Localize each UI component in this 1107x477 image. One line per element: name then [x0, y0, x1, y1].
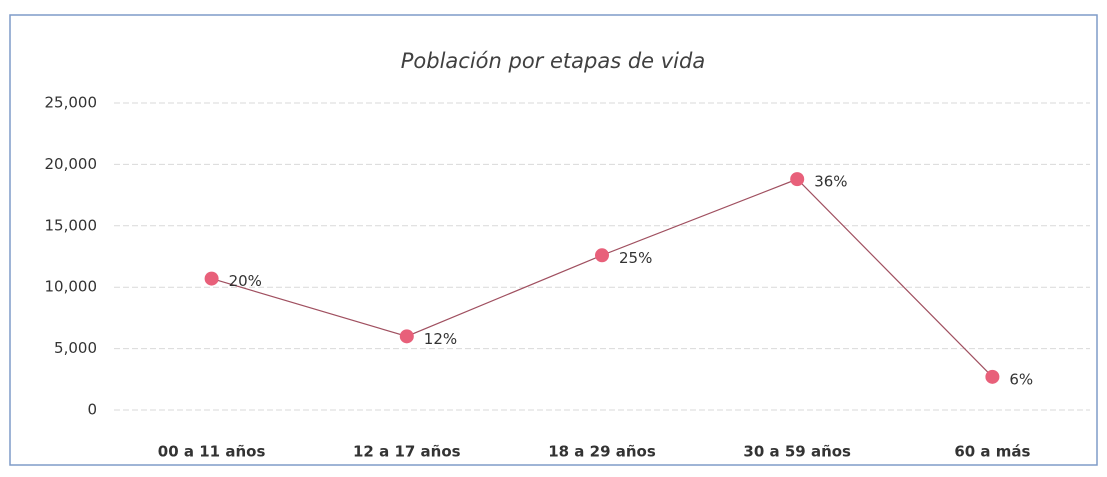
x-tick-label: 60 a más — [954, 443, 1030, 461]
y-tick-label: 25,000 — [45, 94, 98, 112]
x-tick-label: 00 a 11 años — [158, 443, 266, 461]
x-tick-label: 12 a 17 años — [353, 443, 461, 461]
y-tick-label: 20,000 — [45, 155, 98, 173]
y-tick-label: 5,000 — [54, 339, 97, 357]
y-tick-label: 10,000 — [45, 278, 98, 296]
y-tick-label: 0 — [87, 401, 97, 419]
data-label: 25% — [619, 249, 652, 267]
x-tick-label: 30 a 59 años — [743, 443, 851, 461]
x-tick-label: 18 a 29 años — [548, 443, 656, 461]
marker — [595, 248, 609, 263]
data-label: 12% — [424, 330, 457, 348]
marker — [985, 369, 1000, 384]
data-label: 36% — [814, 173, 847, 191]
y-tick-label: 15,000 — [45, 216, 98, 234]
data-label: 20% — [229, 272, 262, 290]
chart-title: Población por etapas de vida — [401, 49, 705, 73]
marker — [790, 172, 805, 187]
chart-frame — [9, 14, 1098, 466]
marker — [399, 329, 414, 344]
marker — [204, 271, 219, 286]
data-label: 6% — [1009, 370, 1033, 388]
